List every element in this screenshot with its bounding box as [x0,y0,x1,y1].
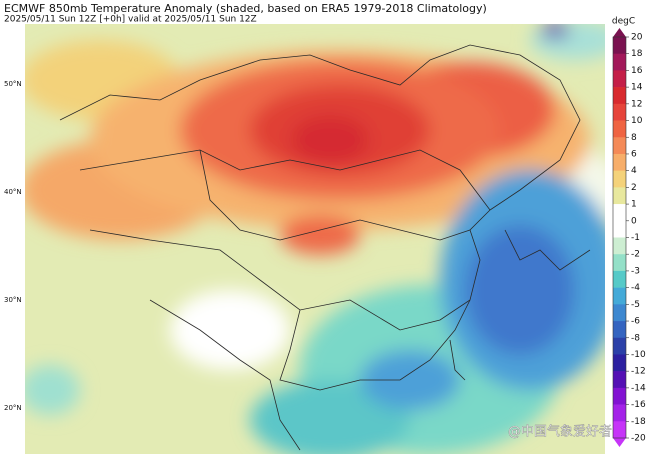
colorbar-segment [613,137,626,155]
colorbar-tick-label: -16 [631,400,646,410]
colorbar-tick-label: 8 [631,133,637,143]
colorbar-tick-label: -10 [631,350,646,360]
colorbar-tick-label: 0 [631,216,637,226]
colorbar-tick-label: -4 [631,283,640,293]
watermark: @中国气象爱好者 [508,424,612,440]
latitude-label: 50°N [4,80,22,88]
colorbar-segment [613,170,626,188]
colorbar-tick-label: 14 [631,83,643,93]
latitude-label: 30°N [4,296,22,304]
colorbar-segment [613,287,626,305]
colorbar-tick-label: -5 [631,300,640,310]
colorbar-tick-label: -18 [631,417,646,427]
colorbar-unit: degC [612,17,635,27]
latitude-labels: 50°N 40°N 30°N 20°N [4,80,22,412]
title: ECMWF 850mb Temperature Anomaly (shaded,… [4,2,487,15]
colorbar-segment [613,153,626,171]
colorbar-tick-label: -1 [631,233,640,243]
colorbar-tick-label: 12 [631,99,642,109]
colorbar-segment [613,53,626,71]
colorbar-segment [613,220,626,238]
colorbar-tick-label: -2 [631,250,640,260]
colorbar-segment [613,187,626,205]
colorbar-segment [613,70,626,88]
colorbar-segment [613,37,626,55]
colorbar-segment [613,321,626,339]
colorbar-segment [613,103,626,121]
colorbar-tick-label: 20 [631,33,643,43]
colorbar-segment [613,404,626,422]
colorbar-tick-label: -14 [631,383,646,393]
colorbar-segment [613,270,626,288]
colorbar-segment [613,87,626,105]
colorbar-segment [613,421,626,439]
colorbar-tick-label: 10 [631,116,643,126]
colorbar-segment [613,387,626,405]
colorbar-tick-label: -6 [631,317,640,327]
colorbar-end [613,438,626,447]
colorbar-tick-label: 6 [631,149,637,159]
colorbar-segment [613,304,626,322]
colorbar-segment [613,354,626,372]
colorbar-tick-label: -20 [631,434,646,444]
colorbar: degC201816141210864210-1-2-3-4-5-6-8-10-… [612,17,646,447]
colorbar-tick-label: 2 [631,183,637,193]
colorbar-segment [613,237,626,255]
map [25,24,605,454]
latitude-label: 20°N [4,404,22,412]
colorbar-segment [613,371,626,389]
colorbar-end [613,28,626,37]
colorbar-segment [613,120,626,138]
colorbar-tick-label: 16 [631,66,643,76]
colorbar-segment [613,204,626,222]
colorbar-tick-label: 18 [631,49,643,59]
colorbar-tick-label: 4 [631,166,637,176]
colorbar-segment [613,254,626,272]
colorbar-segment [613,337,626,355]
latitude-label: 40°N [4,188,22,196]
subtitle: 2025/05/11 Sun 12Z [+0h] valid at 2025/0… [4,15,257,25]
colorbar-tick-label: -12 [631,367,646,377]
colorbar-tick-label: -8 [631,333,640,343]
colorbar-tick-label: 1 [631,200,637,210]
colorbar-tick-label: -3 [631,266,640,276]
